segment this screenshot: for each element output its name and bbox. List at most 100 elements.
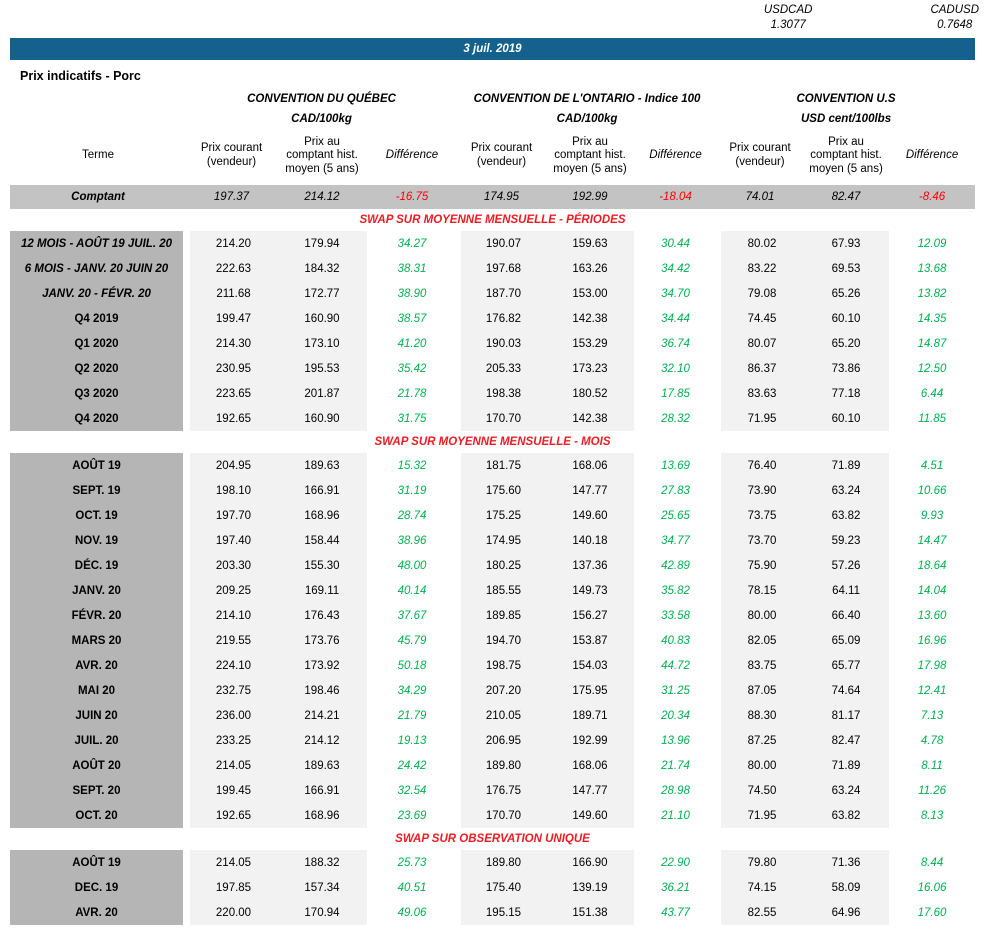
price-cell: 155.30 <box>277 553 367 578</box>
difference-cell: 49.06 <box>367 900 457 925</box>
difference-cell: 6.44 <box>889 381 976 406</box>
difference-cell: 31.19 <box>367 478 457 503</box>
difference-cell: 7.13 <box>889 703 976 728</box>
table-row: Q1 2020 214.30 173.10 41.20 190.03 153.29 36.7… <box>10 331 976 356</box>
price-cell: 63.24 <box>803 778 890 803</box>
price-cell: 189.63 <box>277 753 367 778</box>
price-cell: 197.70 <box>186 503 277 528</box>
difference-cell: 32.10 <box>634 356 718 381</box>
price-cell: 64.96 <box>803 900 890 925</box>
price-cell: 173.10 <box>277 331 367 356</box>
difference-cell: 17.98 <box>889 653 976 678</box>
price-cell: 87.25 <box>717 728 804 753</box>
terme-cell: SEPT. 20 <box>10 778 186 803</box>
col-header-prix-comptant: Prix au comptant hist. moyen (5 ans) <box>285 135 359 175</box>
price-cell: 172.77 <box>277 281 367 306</box>
price-cell: 176.82 <box>457 306 546 331</box>
price-cell: 83.75 <box>717 653 804 678</box>
price-cell: 174.95 <box>457 185 546 209</box>
price-cell: 160.90 <box>277 306 367 331</box>
price-cell: 190.07 <box>457 231 546 256</box>
fx-usdcad-label: USDCAD <box>763 4 813 16</box>
price-cell: 199.45 <box>186 778 277 803</box>
difference-cell: 20.34 <box>634 703 718 728</box>
difference-cell: 14.87 <box>889 331 976 356</box>
difference-cell: 19.13 <box>367 728 457 753</box>
price-table: CONVENTION DU QUÉBEC CONVENTION DE L'ONT… <box>10 86 976 925</box>
terme-cell: JANV. 20 - FÉVR. 20 <box>10 281 186 306</box>
price-cell: 204.95 <box>186 453 277 478</box>
difference-cell: 27.83 <box>634 478 718 503</box>
price-cell: 197.40 <box>186 528 277 553</box>
price-cell: 75.90 <box>717 553 804 578</box>
difference-cell: 17.85 <box>634 381 718 406</box>
price-cell: 71.95 <box>717 803 804 828</box>
difference-cell: 16.96 <box>889 628 976 653</box>
price-cell: 214.30 <box>186 331 277 356</box>
price-cell: 147.77 <box>546 778 634 803</box>
difference-cell: 38.90 <box>367 281 457 306</box>
difference-cell: 24.42 <box>367 753 457 778</box>
difference-cell: 36.74 <box>634 331 718 356</box>
difference-cell: 38.57 <box>367 306 457 331</box>
difference-cell: 9.93 <box>889 503 976 528</box>
difference-cell: 13.68 <box>889 256 976 281</box>
price-cell: 66.40 <box>803 603 890 628</box>
group-title-us: CONVENTION U.S <box>796 93 896 105</box>
price-cell: 192.65 <box>186 406 277 431</box>
price-cell: 159.63 <box>546 231 634 256</box>
group-unit-row: CAD/100kg CAD/100kg USD cent/100lbs <box>10 106 975 127</box>
difference-cell: 25.73 <box>367 850 457 875</box>
price-cell: 160.90 <box>277 406 367 431</box>
terme-cell: AOÛT 19 <box>10 850 186 875</box>
difference-cell: 11.85 <box>889 406 976 431</box>
difference-cell: 38.96 <box>367 528 457 553</box>
price-cell: 80.07 <box>717 331 804 356</box>
col-header-difference: Différence <box>385 149 439 162</box>
price-cell: 214.21 <box>277 703 367 728</box>
price-cell: 58.09 <box>803 875 890 900</box>
price-cell: 168.06 <box>546 453 634 478</box>
difference-cell: 34.29 <box>367 678 457 703</box>
price-cell: 189.80 <box>457 753 546 778</box>
price-cell: 207.20 <box>457 678 546 703</box>
difference-cell: 10.66 <box>889 478 976 503</box>
difference-cell: 34.44 <box>634 306 718 331</box>
col-header-prix-comptant: Prix au comptant hist. moyen (5 ans) <box>809 135 883 175</box>
price-cell: 179.94 <box>277 231 367 256</box>
page-title: Prix indicatifs - Porc <box>20 69 141 83</box>
table-row: Q4 2019 199.47 160.90 38.57 176.82 142.38 34.4… <box>10 306 976 331</box>
difference-cell: 8.44 <box>889 850 976 875</box>
difference-cell: 12.09 <box>889 231 976 256</box>
price-cell: 88.30 <box>717 703 804 728</box>
terme-cell: Comptant <box>10 185 186 209</box>
price-cell: 139.19 <box>546 875 634 900</box>
table-row: DÉC. 19 203.30 155.30 48.00 180.25 137.36 42.8… <box>10 553 976 578</box>
price-cell: 74.50 <box>717 778 804 803</box>
price-cell: 170.70 <box>457 406 546 431</box>
price-cell: 149.60 <box>546 503 634 528</box>
price-cell: 194.70 <box>457 628 546 653</box>
price-cell: 195.15 <box>457 900 546 925</box>
table-row: Q2 2020 230.95 195.53 35.42 205.33 173.23 32.1… <box>10 356 976 381</box>
price-cell: 82.47 <box>803 728 890 753</box>
difference-cell: 12.50 <box>889 356 976 381</box>
price-cell: 71.89 <box>803 753 890 778</box>
terme-cell: FÉVR. 20 <box>10 603 186 628</box>
terme-cell: MARS 20 <box>10 628 186 653</box>
price-cell: 222.63 <box>186 256 277 281</box>
table-row: AVR. 20 224.10 173.92 50.18 198.75 154.03 44.7… <box>10 653 976 678</box>
difference-cell: 36.21 <box>634 875 718 900</box>
difference-cell: 14.04 <box>889 578 976 603</box>
price-cell: 176.43 <box>277 603 367 628</box>
price-cell: 83.63 <box>717 381 804 406</box>
price-cell: 174.95 <box>457 528 546 553</box>
fx-cadusd-value: 0.7648 <box>937 18 973 31</box>
price-cell: 83.22 <box>717 256 804 281</box>
price-cell: 203.30 <box>186 553 277 578</box>
price-cell: 168.06 <box>546 753 634 778</box>
table-row: OCT. 19 197.70 168.96 28.74 175.25 149.60 25.6… <box>10 503 976 528</box>
price-cell: 63.24 <box>803 478 890 503</box>
terme-cell: AVR. 20 <box>10 653 186 678</box>
price-cell: 206.95 <box>457 728 546 753</box>
